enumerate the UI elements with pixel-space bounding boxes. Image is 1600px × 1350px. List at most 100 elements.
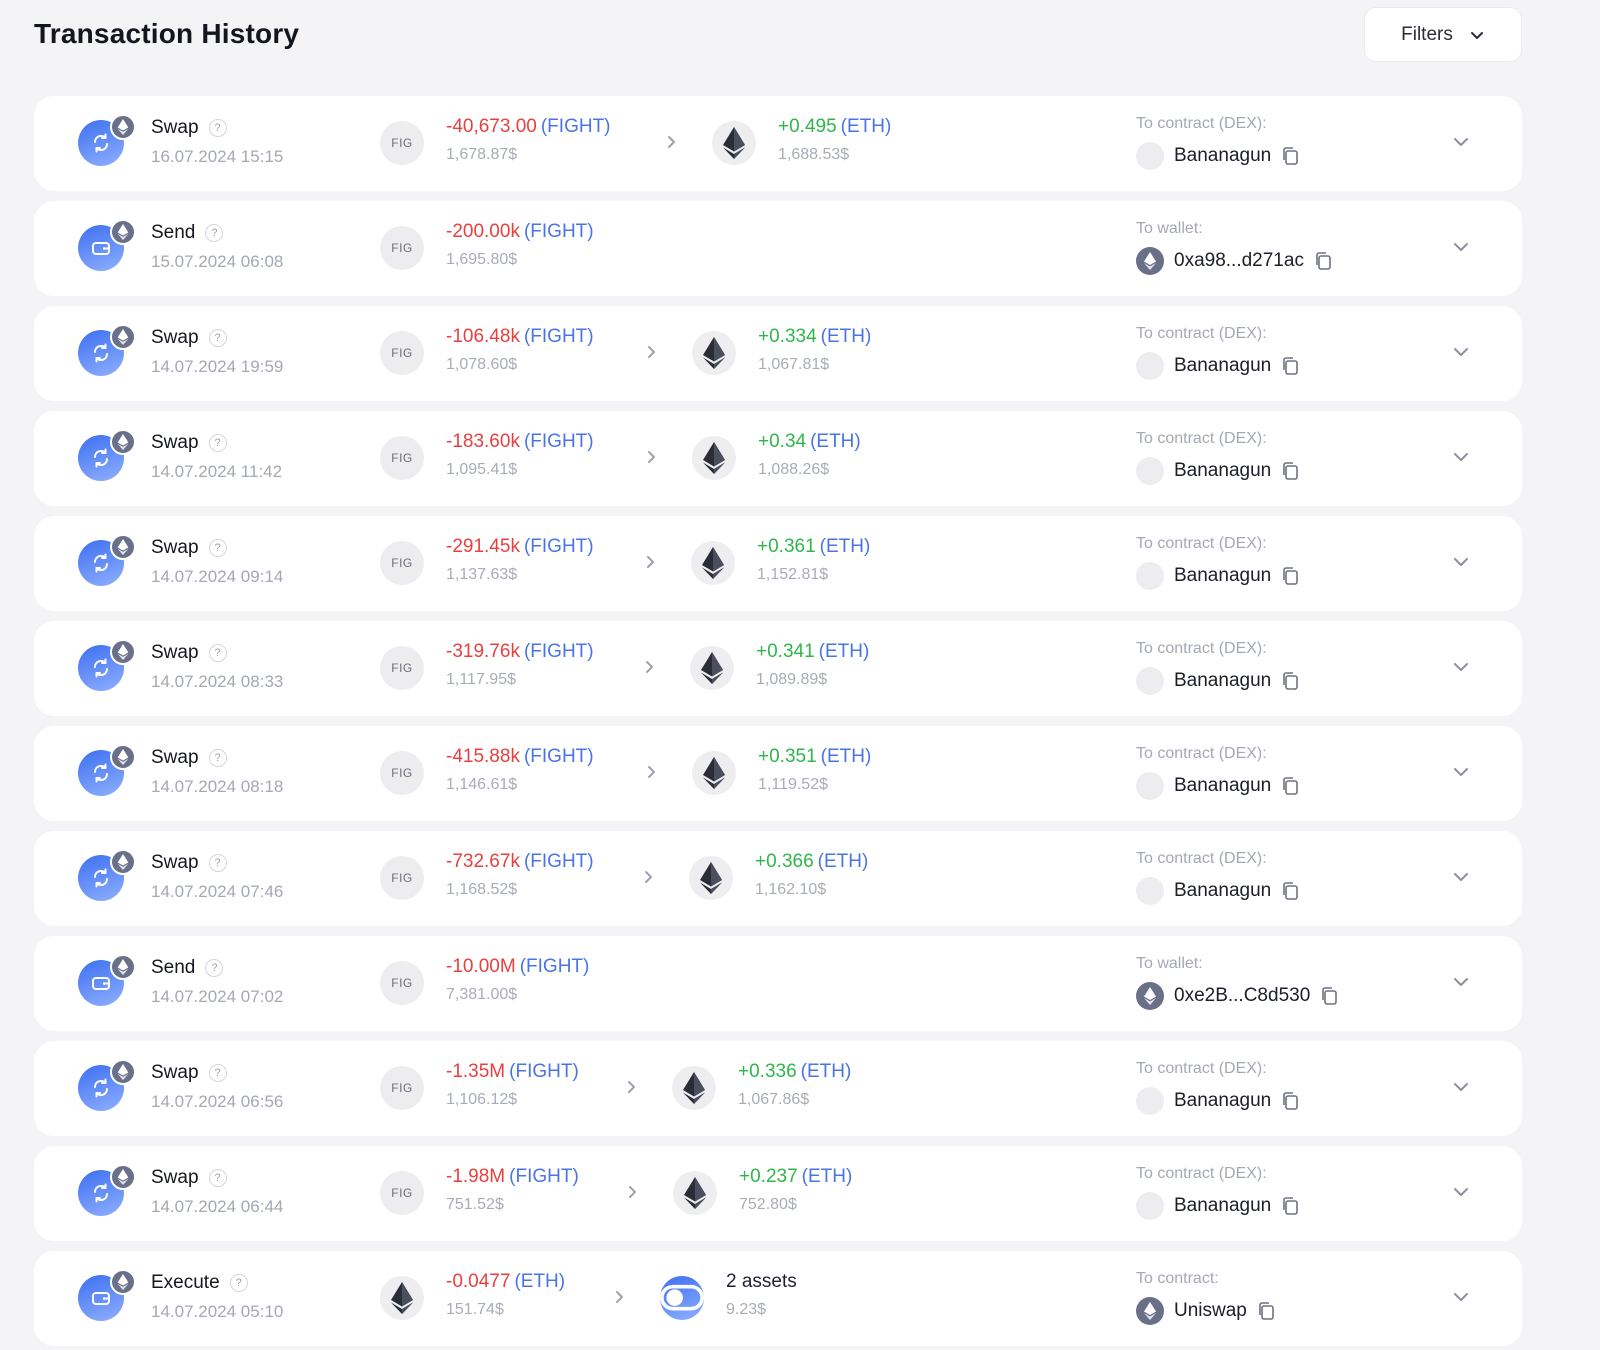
chevron-down-icon[interactable] xyxy=(1451,764,1471,780)
copy-icon[interactable] xyxy=(1314,251,1332,271)
ethereum-icon xyxy=(117,224,129,240)
transaction-date: 14.07.2024 08:18 xyxy=(151,777,284,796)
ethereum-icon xyxy=(117,854,129,870)
destination: Bananagun xyxy=(1136,457,1299,485)
chevron-down-icon[interactable] xyxy=(1451,869,1471,885)
fig-token-icon: FIG xyxy=(380,226,424,270)
fig-token-icon: FIG xyxy=(380,961,424,1005)
transaction-type-label: Swap xyxy=(151,432,199,453)
help-icon[interactable]: ? xyxy=(208,434,227,452)
ethereum-icon xyxy=(723,127,745,159)
chevron-down-icon[interactable] xyxy=(1451,344,1471,360)
copy-icon[interactable] xyxy=(1281,671,1299,691)
chevron-right-icon xyxy=(648,346,655,358)
chevron-down-icon[interactable] xyxy=(1451,239,1471,255)
amount: -291.45k (FIGHT) xyxy=(446,536,594,558)
copy-icon[interactable] xyxy=(1281,566,1299,586)
chevron-right-icon xyxy=(647,556,654,568)
help-icon[interactable]: ? xyxy=(208,1064,227,1082)
token-symbol: (FIGHT) xyxy=(523,746,594,767)
destination: Uniswap xyxy=(1136,1297,1275,1325)
transaction-row[interactable]: Send? 14.07.2024 07:02 FIG -10.00M (FIGHT) 7,… xyxy=(34,936,1522,1031)
ethereum-chain-badge xyxy=(110,324,136,350)
amount-value: +0.351 xyxy=(758,746,817,767)
avatar xyxy=(1136,1297,1164,1325)
amount: 2 assets xyxy=(726,1271,797,1293)
transaction-row[interactable]: Swap? 16.07.2024 15:15 FIG -40,673.00 (FIGHT… xyxy=(34,96,1522,191)
help-icon[interactable]: ? xyxy=(208,854,227,872)
token-symbol: (FIGHT) xyxy=(523,221,594,242)
eth-token-icon xyxy=(380,1276,424,1320)
copy-icon[interactable] xyxy=(1281,1091,1299,1111)
destination-name: Bananagun xyxy=(1174,1090,1272,1111)
swap-icon xyxy=(93,553,109,573)
help-icon[interactable]: ? xyxy=(208,539,227,557)
amount: +0.495 (ETH) xyxy=(778,116,891,138)
copy-icon[interactable] xyxy=(1281,356,1299,376)
transaction-row[interactable]: Swap? 14.07.2024 08:33 FIG -319.76k (FIGHT) 1… xyxy=(34,621,1522,716)
help-icon[interactable]: ? xyxy=(205,224,224,242)
amount: +0.366 (ETH) xyxy=(755,851,868,873)
fig-token-icon: FIG xyxy=(380,121,424,165)
ethereum-icon xyxy=(117,959,129,975)
token-symbol: (ETH) xyxy=(819,536,871,557)
transaction-type-label: Send xyxy=(151,222,196,243)
swap-icon xyxy=(93,868,109,888)
help-icon[interactable]: ? xyxy=(208,644,227,662)
usd-value: 1,688.53$ xyxy=(778,146,850,163)
transaction-row[interactable]: Execute? 14.07.2024 05:10 -0.0477 (ETH) 151.… xyxy=(34,1251,1522,1346)
wallet-icon xyxy=(92,1292,110,1305)
chevron-down-icon[interactable] xyxy=(1451,449,1471,465)
destination-label: To wallet: xyxy=(1136,220,1203,237)
help-icon[interactable]: ? xyxy=(208,119,227,137)
destination-name: Bananagun xyxy=(1174,775,1272,796)
filters-label: Filters xyxy=(1401,23,1453,45)
transaction-row[interactable]: Swap? 14.07.2024 07:46 FIG -732.67k (FIGHT) 1… xyxy=(34,831,1522,926)
transaction-date: 14.07.2024 11:42 xyxy=(151,462,283,481)
help-icon[interactable]: ? xyxy=(229,1274,248,1292)
avatar xyxy=(1136,562,1164,590)
help-icon[interactable]: ? xyxy=(205,959,224,977)
copy-icon[interactable] xyxy=(1281,1196,1299,1216)
transaction-row[interactable]: Swap? 14.07.2024 19:59 FIG -106.48k (FIGHT) 1… xyxy=(34,306,1522,401)
destination-label: To contract (DEX): xyxy=(1136,640,1267,657)
destination: Bananagun xyxy=(1136,877,1299,905)
copy-icon[interactable] xyxy=(1281,881,1299,901)
usd-value: 1,088.26$ xyxy=(758,461,830,478)
usd-value: 1,152.81$ xyxy=(757,566,829,583)
destination: Bananagun xyxy=(1136,352,1299,380)
chevron-down-icon[interactable] xyxy=(1451,1289,1471,1305)
copy-icon[interactable] xyxy=(1257,1301,1275,1321)
eth-token-icon xyxy=(672,1066,716,1110)
transaction-date: 14.07.2024 07:02 xyxy=(151,987,284,1006)
transaction-row[interactable]: Send? 15.07.2024 06:08 FIG -200.00k (FIGHT) 1… xyxy=(34,201,1522,296)
copy-icon[interactable] xyxy=(1320,986,1338,1006)
transaction-row[interactable]: Swap? 14.07.2024 11:42 FIG -183.60k (FIGHT) 1… xyxy=(34,411,1522,506)
transaction-row[interactable]: Swap? 14.07.2024 08:18 FIG -415.88k (FIGHT) 1… xyxy=(34,726,1522,821)
chevron-down-icon[interactable] xyxy=(1451,1079,1471,1095)
help-icon[interactable]: ? xyxy=(208,1169,227,1187)
avatar xyxy=(1136,142,1164,170)
token-symbol: (ETH) xyxy=(801,1166,853,1187)
transaction-row[interactable]: Swap? 14.07.2024 06:56 FIG -1.35M (FIGHT) 1,1… xyxy=(34,1041,1522,1136)
transaction-row[interactable]: Swap? 14.07.2024 06:44 FIG -1.98M (FIGHT) 751… xyxy=(34,1146,1522,1241)
transaction-row[interactable]: Swap? 14.07.2024 09:14 FIG -291.45k (FIGHT) 1… xyxy=(34,516,1522,611)
chevron-down-icon[interactable] xyxy=(1451,134,1471,150)
help-icon[interactable]: ? xyxy=(208,749,227,767)
filters-button[interactable]: Filters xyxy=(1364,7,1522,62)
help-icon[interactable]: ? xyxy=(208,329,227,347)
chevron-down-icon[interactable] xyxy=(1451,974,1471,990)
transaction-type-label: Swap xyxy=(151,852,199,873)
chevron-down-icon[interactable] xyxy=(1451,659,1471,675)
chevron-down-icon[interactable] xyxy=(1451,1184,1471,1200)
eth-token-icon xyxy=(689,856,733,900)
copy-icon[interactable] xyxy=(1281,146,1299,166)
usd-value: 9.23$ xyxy=(726,1301,767,1318)
token-symbol: (ETH) xyxy=(820,326,872,347)
usd-value: 151.74$ xyxy=(446,1301,504,1318)
amount-value: +0.237 xyxy=(739,1166,798,1187)
chevron-down-icon[interactable] xyxy=(1451,554,1471,570)
avatar xyxy=(1136,352,1164,380)
copy-icon[interactable] xyxy=(1281,461,1299,481)
copy-icon[interactable] xyxy=(1281,776,1299,796)
